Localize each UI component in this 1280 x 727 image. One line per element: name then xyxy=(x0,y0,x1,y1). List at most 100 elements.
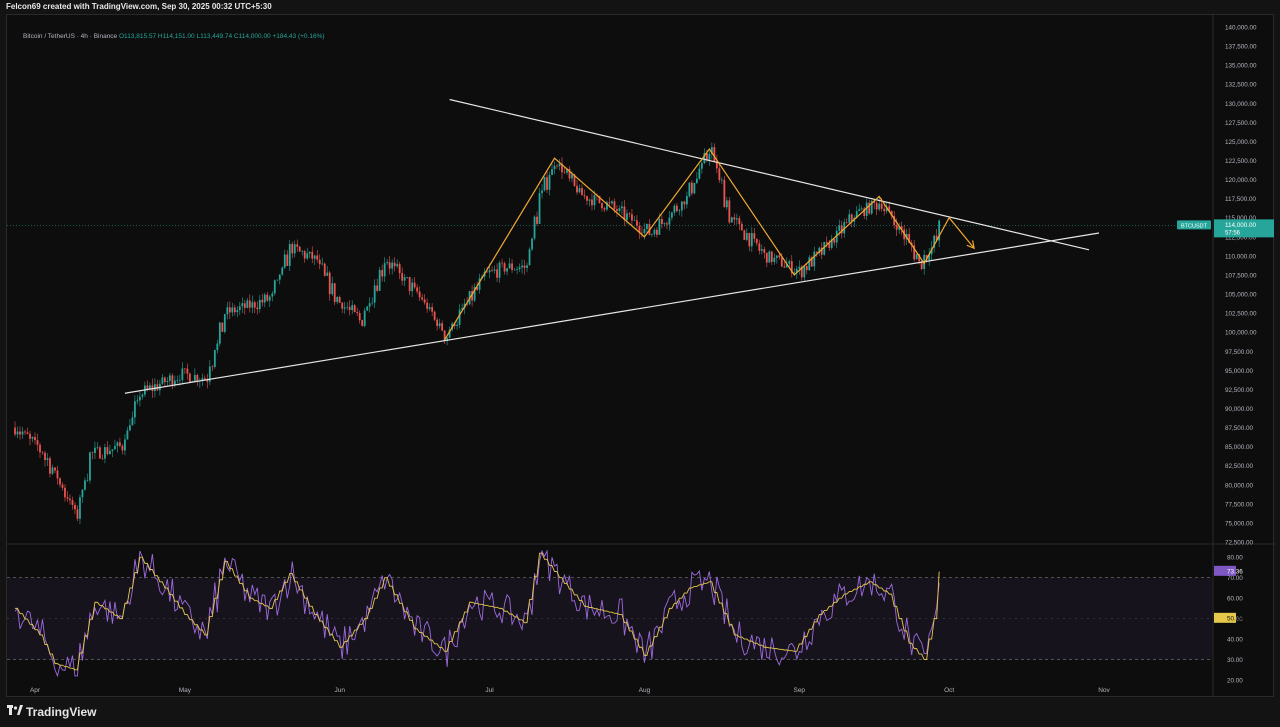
price-chart[interactable]: 140,000.00 137,500.00 135,000.00 132,500.00… xyxy=(7,15,1275,698)
candle-body xyxy=(611,201,613,204)
candle-body xyxy=(303,251,306,259)
candle-body xyxy=(768,251,771,263)
pattern-arrowhead xyxy=(966,240,975,250)
candle-body xyxy=(765,252,768,263)
candle-body xyxy=(441,323,444,331)
candle-body xyxy=(403,277,406,281)
candle-body xyxy=(743,230,746,240)
candle-body xyxy=(606,202,608,210)
candle-body xyxy=(601,202,603,209)
candle-body xyxy=(840,225,843,234)
candle-body xyxy=(458,309,461,325)
candle-body xyxy=(26,432,29,434)
candle-body xyxy=(870,200,873,214)
candle-body xyxy=(538,193,541,224)
price-tick-label: 90,000.00 xyxy=(1225,406,1254,413)
candle-body xyxy=(738,218,741,225)
candle-body xyxy=(161,377,164,384)
candle-body xyxy=(543,177,546,191)
candle-body xyxy=(141,394,144,397)
candle-body xyxy=(326,272,329,276)
candle-body xyxy=(371,302,374,304)
candle-body xyxy=(633,220,636,221)
candle-body xyxy=(124,439,126,451)
candle-body xyxy=(76,509,79,519)
chart-frame[interactable]: 140,000.00 137,500.00 135,000.00 132,500.00… xyxy=(6,14,1275,698)
candle-body xyxy=(24,431,26,433)
candle-body xyxy=(46,458,49,461)
candle-body xyxy=(631,214,633,221)
rsi-ma-value-tag-bg xyxy=(1214,612,1236,623)
candle-body xyxy=(376,285,379,291)
candle-body xyxy=(216,343,219,351)
candle-body xyxy=(241,303,244,307)
candle-body xyxy=(106,447,109,455)
candle-body xyxy=(553,165,556,170)
candle-body xyxy=(446,337,449,341)
candle-body xyxy=(486,271,488,273)
candle-body xyxy=(533,216,536,239)
candle-body xyxy=(705,152,708,161)
candle-body xyxy=(291,243,294,254)
candle-body xyxy=(728,200,731,223)
candle-body xyxy=(893,215,896,226)
candle-body xyxy=(803,266,806,278)
candle-body xyxy=(243,303,246,308)
candle-body xyxy=(39,444,41,453)
candle-body xyxy=(888,206,891,211)
candle-body xyxy=(351,305,354,311)
candle-body xyxy=(373,285,376,303)
price-tick-label: 82,500.00 xyxy=(1225,463,1254,470)
candle-body xyxy=(121,445,124,451)
candle-body xyxy=(178,379,181,381)
candle-body xyxy=(91,452,94,454)
candle-body xyxy=(531,238,533,250)
candle-body xyxy=(363,310,366,326)
candle-body xyxy=(51,467,54,474)
candle-body xyxy=(104,447,106,459)
candle-body xyxy=(730,217,733,223)
candle-body xyxy=(89,452,91,481)
candle-body xyxy=(148,385,151,390)
price-tick-label: 75,000.00 xyxy=(1225,520,1254,527)
candle-body xyxy=(626,213,628,220)
candle-body xyxy=(343,307,346,309)
candle-body xyxy=(785,263,788,268)
candle-body xyxy=(678,210,681,212)
candle-body xyxy=(336,297,339,302)
candle-body xyxy=(850,214,853,222)
symbol-tag-bg xyxy=(1177,220,1211,230)
candle-body xyxy=(925,254,928,260)
candle-body xyxy=(156,384,159,391)
candle-body xyxy=(913,245,916,260)
symbol-label: Bitcoin / TetherUS · 4h · Binance xyxy=(23,33,118,40)
candle-body xyxy=(153,384,156,392)
candle-body xyxy=(666,223,668,225)
candle-body xyxy=(588,199,591,201)
candle-body xyxy=(163,377,166,383)
candle-body xyxy=(663,223,666,224)
candle-body xyxy=(658,219,661,235)
candle-body xyxy=(61,484,64,488)
candle-body xyxy=(513,269,516,271)
candle-body xyxy=(763,249,766,253)
candle-body xyxy=(283,254,286,268)
rsi-value-tag-bg xyxy=(1214,565,1236,576)
candle-body xyxy=(491,270,493,271)
candle-body xyxy=(126,430,129,440)
candle-body xyxy=(758,243,761,251)
candle-body xyxy=(96,447,99,448)
price-tick-label: 122,500.00 xyxy=(1225,158,1257,165)
candle-body xyxy=(860,208,863,210)
last-price-tag-bg xyxy=(1214,219,1274,238)
candle-body xyxy=(900,226,903,230)
candle-body xyxy=(748,233,751,247)
candle-body xyxy=(173,380,176,386)
candle-body xyxy=(56,470,59,479)
candle-body xyxy=(798,266,801,269)
candle-body xyxy=(668,217,671,225)
candle-body xyxy=(593,195,596,206)
candle-body xyxy=(14,427,16,435)
candle-body xyxy=(890,210,893,216)
candle-body xyxy=(820,247,823,255)
